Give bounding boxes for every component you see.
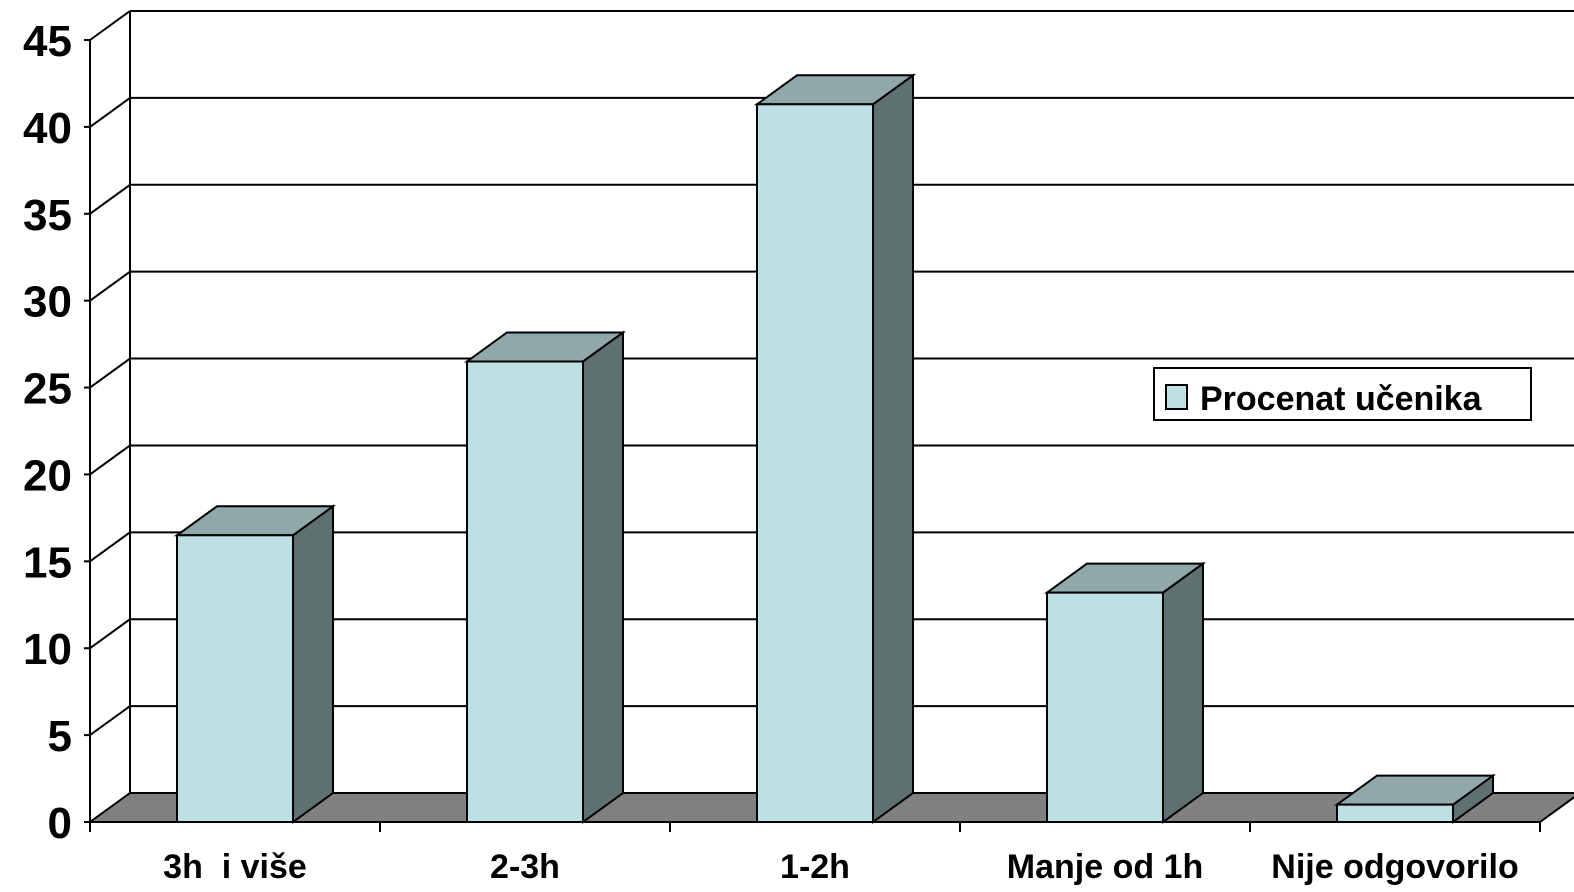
y-tick-label: 10 xyxy=(23,625,72,674)
y-tick-label: 35 xyxy=(23,191,72,240)
x-tick-label: 2-3h xyxy=(490,848,560,886)
bar-front xyxy=(466,360,584,823)
side-wall-gridline xyxy=(89,10,131,41)
bar xyxy=(463,330,627,824)
bar-side xyxy=(292,504,334,824)
bar-front xyxy=(1046,591,1164,824)
x-axis: 3h i više 2-3h 1-2h Manje od 1h Nije odgovor… xyxy=(89,821,1541,886)
side-wall-gridline xyxy=(89,270,131,302)
bar xyxy=(1043,561,1207,824)
bar-front xyxy=(1336,803,1454,823)
bar-side xyxy=(1162,561,1204,824)
y-tick-label: 20 xyxy=(23,451,72,500)
y-tick-label: 5 xyxy=(48,712,72,761)
bar-front xyxy=(176,534,294,823)
bar xyxy=(1333,773,1497,824)
legend-label: Procenat učenika xyxy=(1200,380,1483,418)
x-tick-label: 3h i više xyxy=(163,848,307,886)
bar xyxy=(753,73,917,824)
side-wall-gridline xyxy=(89,183,131,215)
x-tick-label: Nije odgovorilo xyxy=(1271,848,1518,886)
y-tick-label: 45 xyxy=(23,17,72,66)
bar-side xyxy=(582,330,624,824)
side-wall-gridline xyxy=(89,357,131,389)
x-tick-label: Manje od 1h xyxy=(1007,848,1203,886)
y-tick-label: 25 xyxy=(23,365,72,414)
bar xyxy=(173,504,337,824)
legend: Procenat učenika xyxy=(1153,367,1532,421)
bars xyxy=(173,73,1497,824)
legend-box xyxy=(1153,367,1532,421)
y-axis: 0 5 10 15 20 25 30 35 40 45 xyxy=(23,17,91,848)
side-wall-gridline xyxy=(89,531,131,563)
y-tick-label: 15 xyxy=(23,538,72,587)
bar-side xyxy=(872,73,914,824)
legend-swatch xyxy=(1165,384,1188,410)
y-tick-label: 0 xyxy=(48,799,72,848)
bar-front xyxy=(756,103,874,823)
x-tick-label: 1-2h xyxy=(780,848,850,886)
y-tick-label: 40 xyxy=(23,104,72,153)
y-tick-label: 30 xyxy=(23,278,72,327)
side-wall-gridline xyxy=(89,705,131,736)
side-wall-gridline xyxy=(89,97,131,128)
side-wall-gridline xyxy=(89,444,131,476)
side-wall-gridline xyxy=(89,618,131,650)
